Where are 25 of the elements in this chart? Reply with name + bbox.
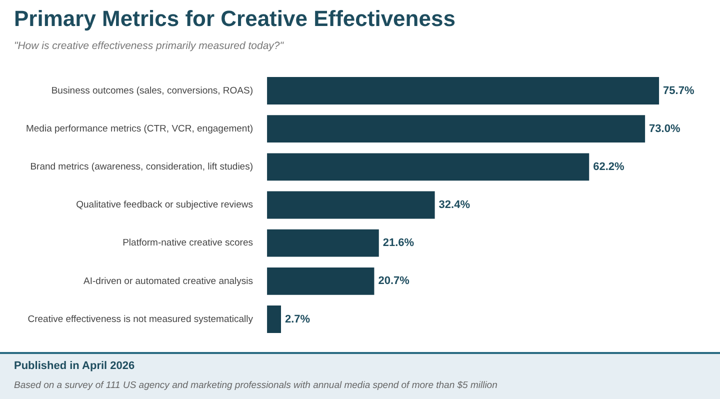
bar [267, 306, 282, 333]
y-tick-label: Platform-native creative scores [122, 238, 254, 249]
data-label: 62.2% [593, 160, 625, 173]
bar [267, 267, 374, 295]
data-label: 2.7% [285, 313, 310, 326]
bar [267, 191, 435, 219]
data-label: 20.7% [378, 275, 410, 288]
bar [267, 115, 646, 143]
bar [267, 229, 379, 257]
text: Published in April 2026 [14, 360, 135, 372]
text: Based on a survey of 111 US agency and marketing professionals with annual media spend of more than $5 million [14, 380, 498, 391]
y-tick-label: AI-driven or automated creative analysis [84, 276, 254, 287]
text: "How is creative effectiveness primarily measured today?" [14, 40, 284, 52]
y-tick-label: Business outcomes (sales, conversions, ROAS) [51, 85, 254, 96]
y-tick-label: Brand metrics (awareness, consideration, lift studies) [30, 162, 254, 173]
bar [267, 77, 660, 104]
y-tick-label: Qualitative feedback or subjective reviews [76, 200, 254, 211]
y-tick-label: Creative effectiveness is not measured systematically [28, 314, 254, 325]
data-label: 75.7% [663, 84, 694, 97]
data-label: 21.6% [382, 237, 414, 250]
chart-title: Primary Metrics for Creative Effectiveness [14, 6, 456, 32]
data-label: 32.4% [438, 199, 470, 212]
bar [267, 153, 590, 181]
data-label: 73.0% [649, 122, 680, 135]
y-tick-label: Media performance metrics (CTR, VCR, engagement) [26, 123, 254, 134]
